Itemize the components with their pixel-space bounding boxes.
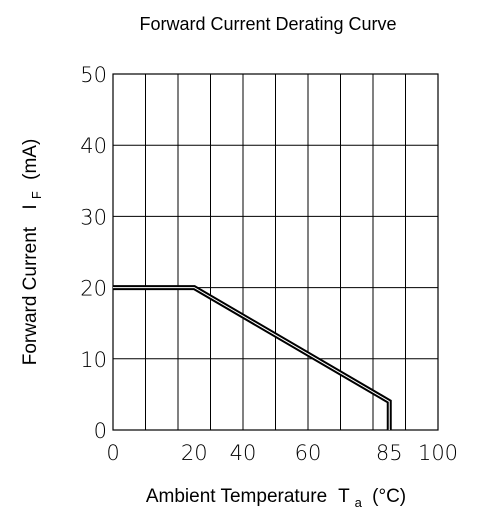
y-axis-label-subscript: F	[29, 191, 44, 199]
y-tick-label-2: 20	[80, 277, 107, 301]
x-tick-label-2: 40	[230, 441, 257, 465]
x-axis-label-unit: (°C)	[372, 486, 406, 507]
x-tick-label-4: 85	[376, 441, 403, 465]
y-axis-label: Forward Current I F (mA)	[20, 139, 46, 366]
x-tick-label-1: 20	[181, 441, 208, 465]
x-axis-label-name: Ambient Temperature	[146, 486, 327, 507]
chart-title: Forward Current Derating Curve	[139, 14, 396, 34]
y-axis-label-unit: (mA)	[20, 139, 41, 180]
x-tick-labels: 0 20 40 60 85 100	[106, 441, 458, 465]
x-axis-label-symbol: T	[338, 486, 350, 507]
y-tick-label-5: 50	[80, 63, 107, 87]
y-axis-label-name: Forward Current	[20, 226, 41, 365]
y-tick-labels: 0 10 20 30 40 50	[80, 63, 107, 443]
y-axis-label-symbol: I	[20, 204, 41, 209]
y-tick-label-4: 40	[80, 134, 107, 158]
x-axis-label: Ambient Temperature T a (°C)	[146, 486, 406, 511]
y-tick-label-3: 30	[80, 205, 107, 229]
x-tick-label-3: 60	[295, 441, 322, 465]
grid	[113, 73, 439, 430]
y-tick-label-0: 0	[94, 419, 107, 443]
x-tick-label-0: 0	[106, 441, 119, 465]
x-axis-label-subscript: a	[355, 495, 363, 510]
plot-frame	[112, 73, 439, 431]
series-line-highlight-0	[113, 287, 390, 430]
series-layer	[113, 285, 392, 430]
y-tick-label-1: 10	[80, 348, 107, 372]
x-tick-label-5: 100	[418, 441, 458, 465]
